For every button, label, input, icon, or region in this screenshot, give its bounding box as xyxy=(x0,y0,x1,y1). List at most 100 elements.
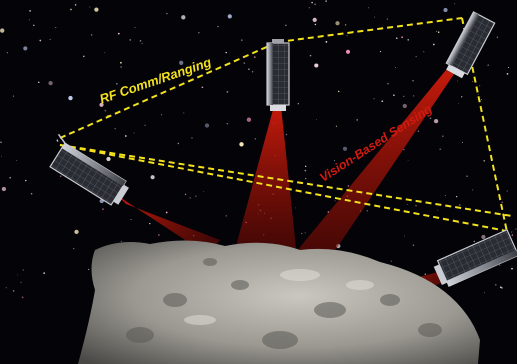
star xyxy=(412,80,414,82)
star xyxy=(16,159,18,161)
star xyxy=(246,117,252,122)
star xyxy=(99,102,104,107)
star xyxy=(396,37,398,39)
star xyxy=(114,128,116,130)
star xyxy=(160,114,163,116)
star xyxy=(393,94,395,97)
star xyxy=(73,248,75,250)
asteroid xyxy=(78,240,480,364)
star xyxy=(254,56,256,58)
star xyxy=(461,141,464,143)
star xyxy=(433,118,439,124)
star xyxy=(120,240,123,243)
star xyxy=(457,80,459,82)
star xyxy=(507,66,509,69)
star xyxy=(70,8,72,11)
star xyxy=(499,264,501,266)
star xyxy=(458,204,461,206)
star xyxy=(243,62,246,64)
star xyxy=(481,234,486,240)
star xyxy=(23,46,28,51)
star xyxy=(74,4,77,6)
star xyxy=(423,51,425,53)
star xyxy=(344,24,347,26)
star xyxy=(379,51,381,53)
star xyxy=(43,272,46,274)
star xyxy=(139,40,142,42)
star xyxy=(472,81,474,83)
star xyxy=(356,119,359,121)
star xyxy=(407,159,409,161)
star xyxy=(133,132,135,134)
star xyxy=(444,194,446,197)
star xyxy=(68,95,73,101)
star xyxy=(415,205,417,207)
star xyxy=(367,7,369,9)
star xyxy=(226,123,228,125)
star xyxy=(309,54,312,57)
star xyxy=(424,273,426,275)
star xyxy=(204,123,210,128)
star xyxy=(6,52,9,54)
star xyxy=(501,201,503,203)
star xyxy=(401,36,403,39)
star xyxy=(404,235,406,237)
star xyxy=(29,10,31,12)
star xyxy=(21,296,24,299)
star xyxy=(454,3,456,5)
star xyxy=(407,39,409,41)
star xyxy=(461,96,463,98)
star xyxy=(30,192,33,195)
star xyxy=(395,67,396,69)
star xyxy=(198,32,200,34)
star xyxy=(342,146,348,151)
star xyxy=(305,177,307,180)
star xyxy=(248,68,250,71)
star xyxy=(417,130,420,132)
star xyxy=(189,197,191,199)
cubesat-bottom-right xyxy=(433,228,517,288)
star xyxy=(254,138,256,140)
star xyxy=(403,95,405,97)
star xyxy=(226,91,229,93)
star xyxy=(347,185,349,187)
star xyxy=(104,109,107,112)
cubesat-left xyxy=(49,133,129,206)
star xyxy=(471,189,474,191)
star xyxy=(49,38,51,40)
star xyxy=(144,124,146,126)
star xyxy=(20,281,22,283)
star xyxy=(437,209,439,211)
star xyxy=(240,39,243,42)
star xyxy=(374,16,376,18)
star xyxy=(1,155,2,157)
star xyxy=(116,83,118,85)
star xyxy=(305,165,307,167)
star xyxy=(203,191,205,192)
star xyxy=(88,268,90,270)
star xyxy=(314,63,319,68)
star xyxy=(402,103,407,109)
star xyxy=(381,100,384,103)
star xyxy=(345,49,351,54)
star xyxy=(48,80,53,86)
star xyxy=(9,176,12,179)
star xyxy=(252,71,254,73)
star xyxy=(304,232,306,234)
star xyxy=(25,179,27,182)
star xyxy=(12,290,15,292)
star xyxy=(499,286,502,288)
star xyxy=(308,7,311,9)
star xyxy=(473,240,476,243)
star xyxy=(301,233,303,235)
star xyxy=(149,222,151,225)
star xyxy=(456,195,458,198)
star xyxy=(314,3,316,6)
star xyxy=(415,56,417,58)
star xyxy=(481,99,482,101)
star xyxy=(442,135,444,137)
star xyxy=(429,117,432,120)
star xyxy=(5,287,7,289)
star xyxy=(59,175,62,177)
